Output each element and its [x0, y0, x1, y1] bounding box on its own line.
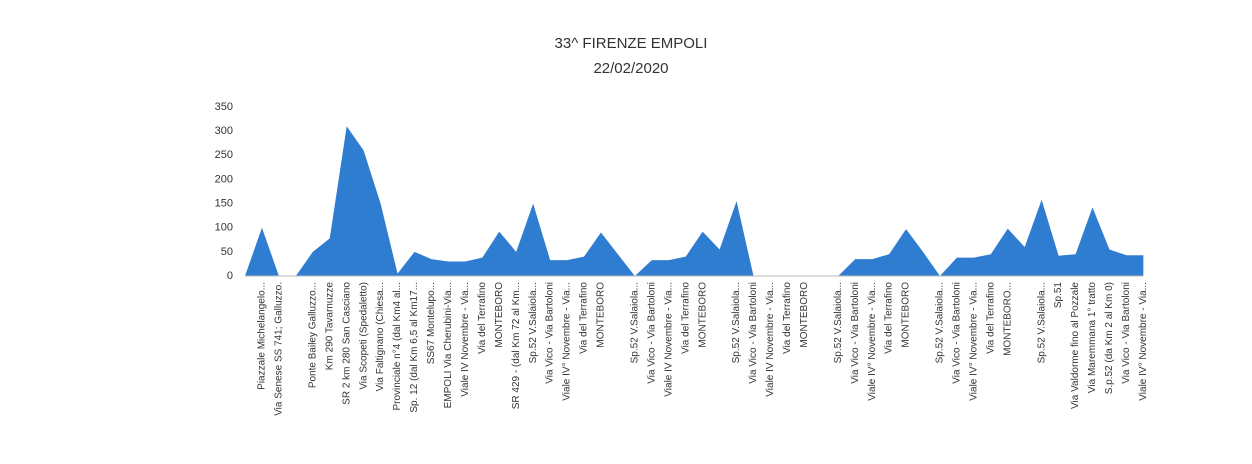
- x-tick-label: Ponte Bailey Galluzzo...: [307, 282, 318, 388]
- y-tick-label: 100: [215, 222, 233, 234]
- x-tick-label: Via del Terrafino: [477, 282, 488, 354]
- x-tick-label: MONTEBORO...: [1002, 282, 1013, 356]
- x-tick-label: MONTEBORO: [494, 282, 505, 348]
- chart-subtitle: 22/02/2020: [593, 60, 668, 77]
- x-tick-label: Sp.51: [1053, 282, 1064, 309]
- x-tick-label: Via del Terrafino: [884, 282, 895, 354]
- x-tick-label: Sp.52 V.Salaiola...: [528, 282, 539, 363]
- y-tick-label: 200: [215, 173, 233, 185]
- y-tick-label: 0: [227, 270, 233, 282]
- x-tick-label: Sp. 12 (dal Km 6,5 al Km17...: [409, 282, 420, 413]
- y-tick-label: 350: [215, 101, 233, 113]
- x-tick-label: Via Faltignano (Chiesa...: [375, 282, 386, 391]
- x-tick-label: Viale IV Novembre - Via...: [460, 282, 471, 397]
- x-tick-label: Viale IV° Novembre - Via...: [1138, 282, 1149, 401]
- x-tick-label: Via Vico - Via Bartoloni: [646, 282, 657, 384]
- x-tick-label: Sp.52 V.Salaiola...: [731, 282, 742, 363]
- y-tick-label: 150: [215, 197, 233, 209]
- x-tick-label: Via del Terrafino: [680, 282, 691, 354]
- x-tick-label: Via del Terrafino: [579, 282, 590, 354]
- x-tick-label: Via Vico - Via Bartoloni: [748, 282, 759, 384]
- area: [245, 126, 1144, 276]
- x-tick-label: Piazzale Michelangelo...: [257, 282, 268, 390]
- x-tick-label: S.p.52 (da Km 2 al Km 0): [1104, 282, 1115, 394]
- x-tick-label: Via Maremmana 1° tratto: [1087, 282, 1098, 394]
- chart-title: 33^ FIRENZE EMPOLI: [555, 35, 708, 52]
- x-tick-label: Via Vico - Via Bartoloni: [850, 282, 861, 384]
- x-tick-label: MONTEBORO: [799, 282, 810, 348]
- x-tick-label: MONTEBORO: [697, 282, 708, 348]
- x-tick-label: Via Scopeti (Spedaletto): [358, 282, 369, 390]
- x-tick-label: Via del Terrafino: [985, 282, 996, 354]
- x-tick-label: Viale IV° Novembre - Via...: [968, 282, 979, 401]
- y-tick-label: 50: [221, 246, 233, 258]
- y-tick-label: 300: [215, 125, 233, 137]
- x-tick-label: Via del Terrafino: [782, 282, 793, 354]
- x-tick-label: Sp.52 V.Salaiola...: [935, 282, 946, 363]
- x-tick-label: Viale IV° Novembre - Via...: [562, 282, 573, 401]
- x-tick-label: MONTEBORO: [901, 282, 912, 348]
- x-tick-label: EMPOLI Via Cherubini-Via...: [443, 282, 454, 408]
- y-tick-label: 250: [215, 149, 233, 161]
- x-tick-label: SR 429 - (dal Km 72 al Km...: [511, 282, 522, 409]
- x-tick-label: Km 290 Tavarnuzze: [324, 282, 335, 371]
- x-tick-label: Via Senese SS 741; Galluzzo.: [274, 282, 285, 416]
- x-tick-label: MONTEBORO: [596, 282, 607, 348]
- x-tick-label: Viale IV° Novembre - Via...: [867, 282, 878, 401]
- x-tick-label: Sp.52 V.Salaiola...: [629, 282, 640, 363]
- x-tick-label: Via Vico - Via Bartoloni: [545, 282, 556, 384]
- x-tick-label: SR 2 km 280 San Casciano: [341, 282, 352, 405]
- x-tick-label: Sp.52 V.Salaiola...: [833, 282, 844, 363]
- x-tick-label: Via Vico - Via Bartoloni: [952, 282, 963, 384]
- x-tick-label: Viale IV Novembre - Via...: [663, 282, 674, 397]
- x-tick-label: Viale IV Novembre - Via...: [765, 282, 776, 397]
- x-tick-label: Via Valdorme fino al Pozzale: [1070, 282, 1081, 409]
- x-tick-label: Provinciale n°4 (dal Km4 al...: [392, 282, 403, 411]
- x-tick-label: SS67 Montelupo...: [426, 282, 437, 364]
- x-tick-label: Sp.52 V.Salaiola...: [1036, 282, 1047, 363]
- x-tick-label: Via Vico - Via Bartoloni: [1121, 282, 1132, 384]
